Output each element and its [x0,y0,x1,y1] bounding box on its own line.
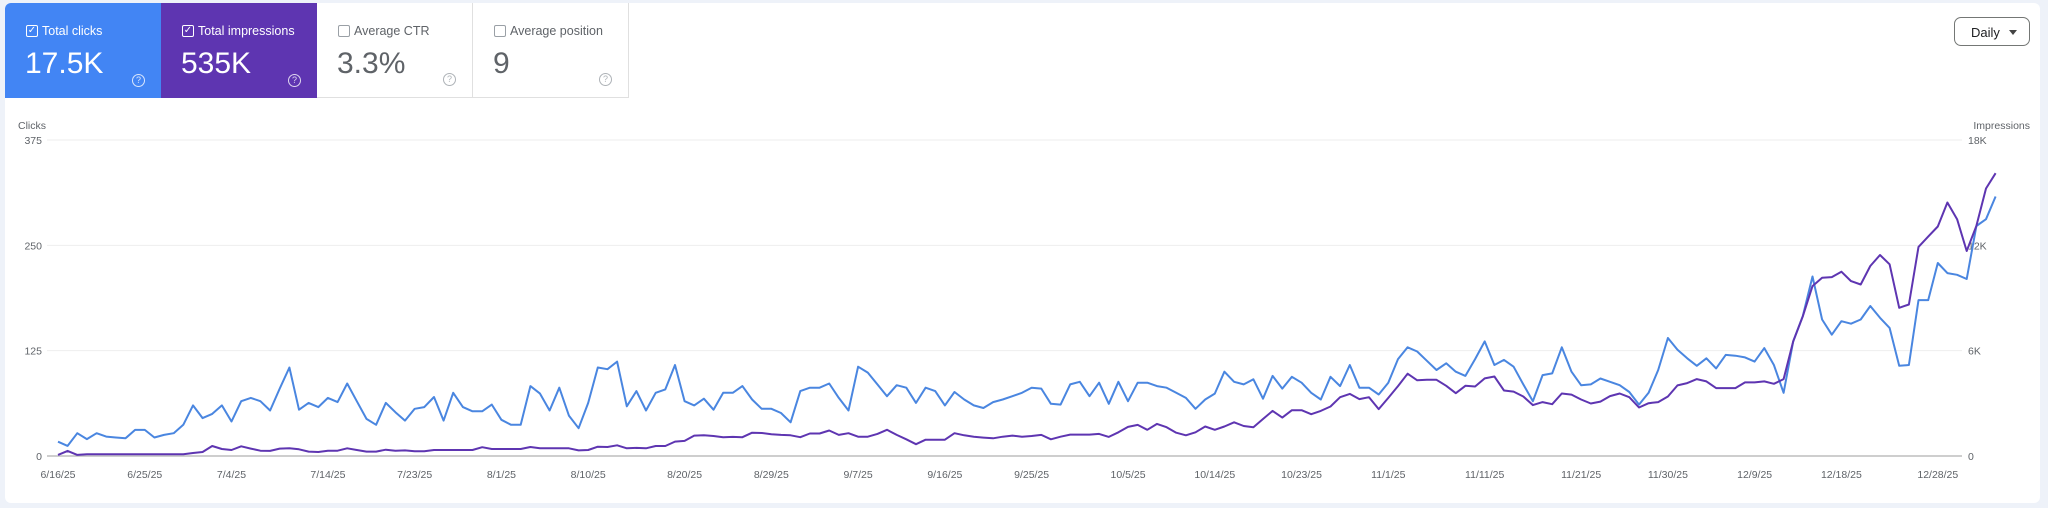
checkbox-checked-icon[interactable]: ✓ [182,25,194,37]
granularity-value: Daily [1971,25,2000,40]
metric-card-average-position[interactable]: Average position 9 ? [473,3,629,98]
x-tick-label: 10/5/25 [1111,469,1146,481]
x-tick-label: 8/20/25 [667,469,702,481]
checkbox-unchecked-icon[interactable] [494,25,506,37]
metric-value: 3.3% [337,47,406,80]
caret-down-icon [2009,30,2017,35]
y-right-tick-label: 6K [1968,346,1981,358]
y-right-tick-label: 18K [1968,135,1987,147]
metric-label: Total clicks [42,24,103,38]
y-right-tick-label: 0 [1968,451,1974,463]
x-tick-label: 10/14/25 [1194,469,1235,481]
metric-label: Average CTR [354,24,430,38]
x-tick-label: 11/1/25 [1371,469,1405,481]
y-left-tick-label: 0 [36,451,42,463]
x-tick-label: 9/7/25 [844,469,873,481]
x-tick-label: 10/23/25 [1281,469,1322,481]
x-tick-label: 6/25/25 [127,469,162,481]
metric-label: Average position [510,24,603,38]
x-tick-label: 8/29/25 [754,469,789,481]
y-right-axis-title: Impressions [1973,120,2030,132]
x-tick-label: 9/16/25 [927,469,962,481]
checkbox-checked-icon[interactable]: ✓ [26,25,38,37]
x-tick-label: 8/1/25 [487,469,516,481]
checkbox-unchecked-icon[interactable] [338,25,350,37]
x-tick-label: 6/16/25 [40,469,75,481]
help-icon[interactable]: ? [132,74,145,87]
x-tick-label: 7/23/25 [397,469,432,481]
clicks-line [57,196,1997,447]
help-icon[interactable]: ? [288,74,301,87]
y-left-tick-label: 375 [24,135,42,147]
metric-label: Total impressions [198,24,295,38]
x-tick-label: 11/11/25 [1465,469,1504,481]
x-tick-label: 12/9/25 [1737,469,1772,481]
x-tick-label: 9/25/25 [1014,469,1049,481]
x-tick-label: 11/30/25 [1648,469,1688,481]
y-left-tick-label: 125 [24,346,42,358]
metric-card-total-clicks[interactable]: ✓ Total clicks 17.5K ? [5,3,161,98]
metric-value: 9 [493,47,510,80]
x-tick-label: 7/14/25 [310,469,345,481]
metric-card-average-ctr[interactable]: Average CTR 3.3% ? [317,3,473,98]
x-tick-label: 12/18/25 [1821,469,1862,481]
impressions-line [57,172,1997,456]
metric-value: 535K [181,47,252,80]
y-left-tick-label: 250 [24,240,42,252]
metric-card-total-impressions[interactable]: ✓ Total impressions 535K ? [161,3,317,98]
granularity-dropdown[interactable]: Daily [1954,17,2030,46]
help-icon[interactable]: ? [443,73,456,86]
metric-value: 17.5K [25,47,104,80]
x-tick-label: 8/10/25 [571,469,606,481]
x-tick-label: 11/21/25 [1561,469,1601,481]
x-tick-label: 12/28/25 [1917,469,1958,481]
y-left-axis-title: Clicks [18,120,46,132]
help-icon[interactable]: ? [599,73,612,86]
x-tick-label: 7/4/25 [217,469,246,481]
